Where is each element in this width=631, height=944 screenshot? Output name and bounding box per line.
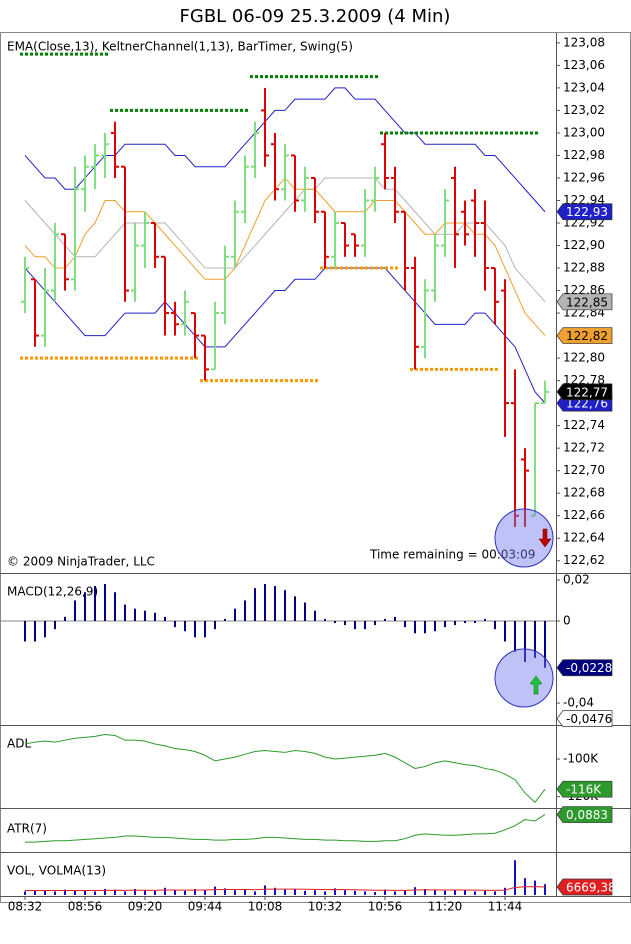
y-tick-label: 122,80 [563,351,605,365]
value-tag-label: 122,93 [566,205,608,219]
x-tick-label: 08:32 [8,900,43,914]
y-tick-label: -0,04 [563,696,594,710]
value-tag-label: 122,82 [566,329,608,343]
y-tick-label: 122,90 [563,238,605,252]
indicator-label: EMA(Close,13), KeltnerChannel(1,13), Bar… [7,40,353,54]
value-tag-label: 122,85 [566,295,608,309]
indicator-label: ATR(7) [7,822,47,836]
series-line [24,177,546,336]
y-tick-label: 123,00 [563,125,605,139]
value-tag-label: 6669,38 [566,880,616,894]
highlight-circle [494,648,554,708]
x-tick-label: 08:56 [68,900,103,914]
x-tick-label: 11:20 [428,900,463,914]
value-tag-label: -0,0228 [566,661,612,675]
y-tick-label: 122,88 [563,261,605,275]
y-tick-label: 123,08 [563,35,605,49]
value-tag [556,203,613,221]
series-line [24,87,546,213]
y-tick-label: 122,98 [563,148,605,162]
x-tick-label: 09:44 [188,900,223,914]
value-tag [556,659,613,677]
annotation: Time remaining = 00:03:09 [369,548,535,562]
y-tick-label: 123,06 [563,58,605,72]
value-tag [556,878,613,896]
y-tick-label: 123,04 [563,80,605,94]
value-tag [556,327,613,344]
value-tag-label: 122,77 [566,385,608,399]
plot-layer: 123,08 123,06 123,04 123,02 123,00 122,98 122,… [0,35,616,914]
y-tick-label: 122,64 [563,531,605,545]
y-tick-label: 122,74 [563,418,605,432]
x-tick-label: 11:44 [488,900,523,914]
value-tag-label: 0,0883 [566,808,608,822]
series-line [24,267,546,404]
highlight-circle [494,508,554,568]
value-tag [556,806,613,823]
series-line [25,886,546,892]
down-arrow [538,528,552,548]
indicator-label: VOL, VOLMA(13) [7,864,106,878]
y-tick-label: 122,68 [563,486,605,500]
y-tick-label: 122,96 [563,170,605,184]
y-tick-label: 0,02 [563,572,590,586]
y-tick-label: 0 [563,613,571,627]
series-line [24,734,546,804]
x-tick-label: 10:08 [248,900,283,914]
y-tick-label: -100K [563,752,599,766]
value-tag [556,383,613,401]
series-line [24,177,546,303]
value-tag-label: -116K [566,783,602,797]
copyright: © 2009 NinjaTrader, LLC [7,555,155,569]
value-tag [556,710,613,727]
y-tick-label: 123,02 [563,103,605,117]
y-tick-label: 122,66 [563,508,605,522]
y-tick-label: 122,72 [563,441,605,455]
y-tick-label: 122,70 [563,463,605,477]
value-tag-label: -0,0476 [566,712,612,726]
chart-title: FGBL 06-09 25.3.2009 (4 Min) [180,6,451,27]
value-tag [556,780,613,798]
indicator-label: ADL [7,737,31,751]
y-tick-label: 122,62 [563,553,605,567]
x-tick-label: 10:56 [368,900,403,914]
indicator-label: MACD(12,26,9) [7,585,98,599]
x-tick-label: 09:20 [128,900,163,914]
up-arrow [529,675,543,695]
value-tag [556,293,613,311]
x-tick-label: 10:32 [308,900,343,914]
series-line [25,814,546,843]
